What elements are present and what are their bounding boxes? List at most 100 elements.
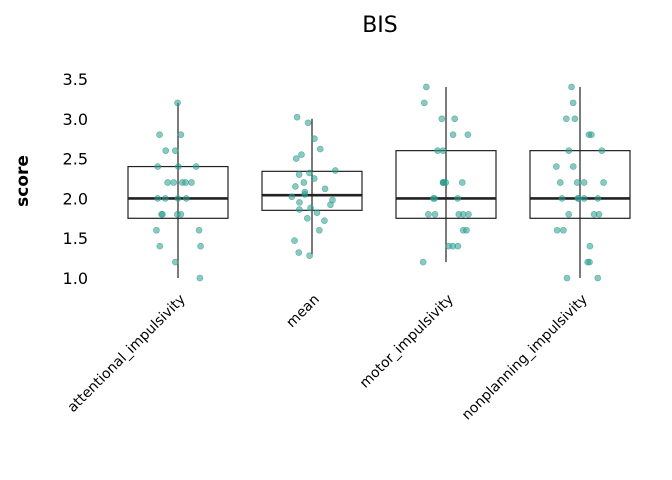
- data-point: [175, 163, 182, 170]
- y-axis-ticks: 1.0 1.5 2.0 2.5 3.0 3.5: [63, 70, 88, 288]
- data-point: [568, 83, 575, 91]
- data-point: [560, 226, 567, 234]
- data-point: [301, 191, 309, 198]
- iqr-box: [529, 150, 631, 219]
- data-point: [573, 179, 581, 186]
- data-point: [575, 195, 582, 202]
- data-point: [423, 83, 430, 91]
- x-tick-label: nonplanning_impulsivity: [459, 292, 591, 424]
- data-point: [295, 171, 303, 178]
- data-point: [465, 211, 472, 218]
- box-group: [127, 102, 229, 278]
- data-point: [571, 115, 579, 123]
- data-point: [598, 147, 606, 154]
- data-point: [556, 179, 564, 186]
- box-group: [395, 86, 497, 263]
- data-point: [586, 242, 594, 250]
- y-tick-label: 3.0: [63, 110, 88, 129]
- data-point: [600, 179, 607, 186]
- data-point: [196, 274, 204, 282]
- data-point: [182, 179, 189, 186]
- data-point: [311, 135, 318, 142]
- data-point: [584, 258, 591, 266]
- y-tick-label: 1.5: [63, 229, 88, 248]
- data-point: [182, 195, 190, 202]
- data-point: [459, 226, 467, 234]
- data-point: [594, 195, 602, 202]
- data-point: [449, 131, 457, 139]
- data-point: [425, 211, 432, 218]
- data-point: [177, 131, 185, 139]
- data-point: [565, 147, 573, 154]
- data-point: [451, 115, 458, 123]
- x-tick-label: motor_impulsivity: [357, 292, 457, 392]
- data-point: [439, 179, 447, 186]
- data-point: [419, 258, 427, 266]
- x-tick-label: attentional_impulsivity: [65, 292, 189, 416]
- x-tick-label: mean: [283, 292, 322, 331]
- data-point: [296, 206, 303, 213]
- data-point: [291, 237, 298, 244]
- data-point: [156, 242, 164, 250]
- x-axis-ticks: attentional_impulsivity mean motor_impulsi…: [65, 292, 591, 424]
- data-point: [293, 113, 301, 121]
- y-tick-label: 2.5: [63, 150, 88, 169]
- y-tick-label: 1.0: [63, 269, 88, 288]
- data-point: [569, 99, 577, 107]
- data-point: [588, 131, 595, 139]
- data-point: [321, 217, 328, 224]
- data-point: [197, 242, 204, 250]
- data-point: [298, 151, 305, 158]
- data-point: [327, 201, 334, 209]
- data-point: [464, 131, 472, 139]
- data-point: [292, 155, 300, 162]
- data-point: [153, 226, 160, 234]
- data-point: [171, 147, 179, 154]
- data-point: [430, 195, 437, 202]
- data-point: [162, 147, 170, 154]
- data-point: [172, 258, 179, 266]
- data-point: [321, 185, 329, 193]
- data-point: [431, 211, 439, 218]
- data-point: [332, 167, 339, 174]
- data-point: [580, 179, 588, 186]
- data-point: [292, 183, 299, 190]
- data-point: [303, 215, 311, 222]
- y-tick-label: 2.0: [63, 189, 88, 208]
- data-point: [307, 204, 314, 212]
- data-point: [569, 163, 577, 170]
- data-point: [170, 179, 178, 186]
- data-point: [565, 211, 572, 218]
- data-point: [188, 179, 195, 186]
- data-point: [164, 179, 171, 186]
- data-point: [420, 99, 428, 107]
- data-point: [454, 195, 461, 202]
- data-point: [445, 242, 452, 250]
- data-point: [195, 226, 203, 234]
- data-point: [458, 179, 466, 186]
- data-point: [316, 145, 324, 153]
- data-point: [296, 199, 303, 206]
- data-point: [594, 274, 602, 282]
- data-point: [192, 163, 200, 170]
- data-point: [174, 195, 182, 202]
- data-point: [438, 115, 446, 123]
- data-point: [156, 131, 163, 139]
- data-point: [154, 195, 161, 202]
- data-point: [174, 99, 181, 107]
- data-point: [304, 119, 312, 127]
- data-point: [159, 211, 166, 218]
- data-point: [161, 195, 169, 202]
- data-point: [595, 211, 603, 218]
- data-point: [306, 169, 313, 177]
- data-point: [316, 226, 323, 234]
- data-point: [558, 195, 566, 202]
- data-point: [563, 274, 571, 282]
- data-point: [154, 163, 162, 170]
- data-point: [313, 209, 321, 217]
- data-point: [580, 195, 588, 202]
- data-point: [553, 226, 561, 234]
- data-point: [174, 211, 181, 218]
- data-point: [310, 175, 318, 182]
